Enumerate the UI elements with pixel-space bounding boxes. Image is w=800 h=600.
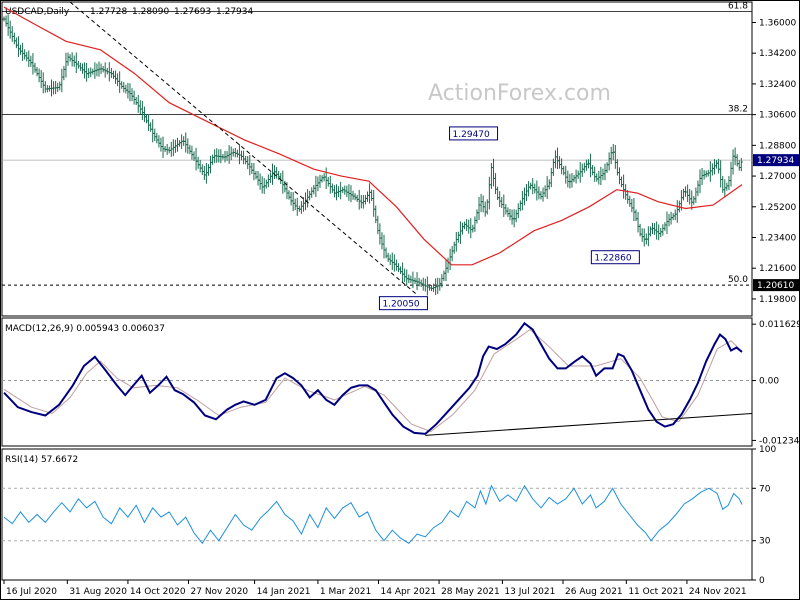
price-annotation-box xyxy=(590,250,640,265)
rsi-levels xyxy=(2,487,752,542)
price-tick-label: 1.27000 xyxy=(759,172,796,182)
price-header-low: 1.27693 xyxy=(174,7,211,17)
watermark: ActionForex.com xyxy=(428,81,611,106)
macd-tick-label: 0.00 xyxy=(759,377,779,387)
level-tag-box xyxy=(753,279,799,292)
x-tick-label: 11 Oct 2021 xyxy=(628,587,684,597)
fib-level-label: 50.0 xyxy=(728,275,748,285)
price-levels: 61.8 38.2 50.0 1.20610 xyxy=(2,1,799,292)
price-axis: 1.36000 1.34200 1.32400 1.30600 1.28800 1.270… xyxy=(752,18,799,305)
fib-level-label: 61.8 xyxy=(728,1,748,11)
price-tick-label: 1.34200 xyxy=(759,49,796,59)
price-tick-label: 1.25200 xyxy=(759,203,796,213)
rsi-tick-label: 70 xyxy=(759,484,771,494)
moving-average-line xyxy=(3,6,743,266)
price-annotation-label: 1.20050 xyxy=(382,300,419,310)
price-header-symbol: USDCAD,Daily xyxy=(5,7,70,17)
price-panel: USDCAD,Daily 1.27728 1.28090 1.27693 1.2… xyxy=(1,1,799,317)
x-tick-label: 24 Nov 2021 xyxy=(689,587,747,597)
price-annotation-label: 1.29470 xyxy=(453,130,490,140)
price-tick-label: 1.32400 xyxy=(759,80,796,90)
price-header-open: 1.27728 xyxy=(90,7,127,17)
price-panel-border xyxy=(1,1,753,317)
x-tick-label: 16 Jul 2020 xyxy=(6,587,57,597)
price-annotation-box xyxy=(449,126,499,141)
rsi-tick-label: 100 xyxy=(759,445,776,455)
level-tag-label: 1.20610 xyxy=(757,281,794,291)
price-annotations: 1.29470 1.22860 1.20050 xyxy=(378,126,640,311)
x-tick-label: 31 Aug 2020 xyxy=(69,587,127,597)
x-axis: 16 Jul 2020 31 Aug 2020 14 Oct 2020 27 Nov … xyxy=(3,580,747,597)
current-price-tag xyxy=(753,154,799,167)
x-tick-label: 1 Mar 2021 xyxy=(320,587,371,597)
price-header-high: 1.28090 xyxy=(132,7,169,17)
macd-tick-label: -0.012348 xyxy=(759,436,800,446)
macd-signal-line xyxy=(3,328,743,433)
rsi-tick-label: 0 xyxy=(759,576,765,586)
price-trend-line xyxy=(69,1,418,296)
price-annotation-label: 1.22860 xyxy=(594,254,631,264)
x-tick-label: 27 Nov 2020 xyxy=(191,587,249,597)
price-tick-label: 1.36000 xyxy=(759,18,796,28)
price-bar xyxy=(739,158,743,172)
macd-panel-border xyxy=(1,317,753,447)
fib-level-label: 38.2 xyxy=(728,105,748,115)
price-tick-label: 1.30600 xyxy=(759,111,796,121)
rsi-tick-label: 30 xyxy=(759,537,771,547)
x-tick-label: 14 Oct 2020 xyxy=(130,587,186,597)
x-tick-label: 14 Jan 2021 xyxy=(257,587,311,597)
price-tick-label: 1.21600 xyxy=(759,264,796,274)
current-price-label: 1.27934 xyxy=(757,156,794,166)
price-tick-label: 1.28800 xyxy=(759,141,796,151)
rsi-panel-border xyxy=(1,448,753,581)
rsi-line xyxy=(3,484,743,545)
rsi-axis: 100 70 30 0 xyxy=(752,445,776,586)
x-tick-label: 28 May 2021 xyxy=(441,587,500,597)
macd-trend-line xyxy=(425,413,753,436)
price-header-close: 1.27934 xyxy=(216,7,253,17)
x-tick-label: 13 Jul 2021 xyxy=(504,587,555,597)
macd-panel: MACD(12,26,9) 0.005943 0.006037 0.011629… xyxy=(1,317,800,447)
macd-axis: 0.011629 0.00 -0.012348 xyxy=(752,320,800,446)
x-tick-label: 26 Aug 2021 xyxy=(565,587,623,597)
rsi-panel: RSI(14) 57.6672 100 70 30 0 xyxy=(1,445,776,586)
price-annotation-box xyxy=(378,296,428,311)
macd-tick-label: 0.011629 xyxy=(759,320,800,330)
rsi-label: RSI(14) 57.6672 xyxy=(5,455,78,465)
macd-line xyxy=(3,321,743,435)
price-tick-label: 1.19800 xyxy=(759,295,796,305)
x-tick-label: 14 Apr 2021 xyxy=(381,587,437,597)
price-tick-label: 1.23400 xyxy=(759,234,796,244)
macd-label: MACD(12,26,9) 0.005943 0.006037 xyxy=(5,324,165,334)
